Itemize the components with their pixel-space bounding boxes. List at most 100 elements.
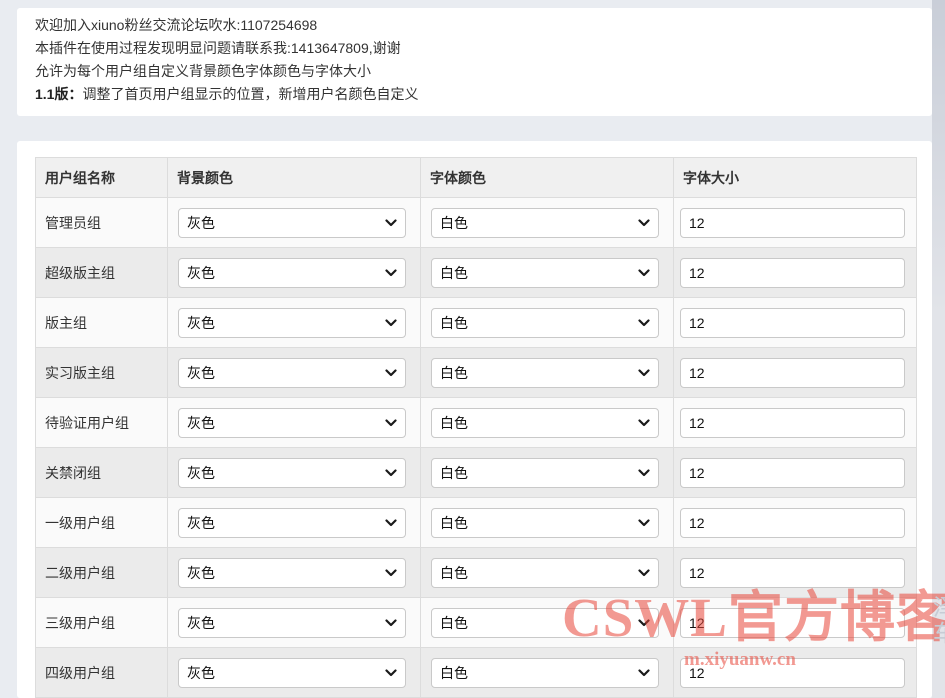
bg-color-select[interactable]: 灰色 (178, 557, 406, 588)
font-size-cell (673, 447, 917, 498)
table-row: 实习版主组 灰色 白色 (35, 347, 917, 398)
font-size-input[interactable] (680, 557, 905, 588)
font-color-cell: 白色 (420, 497, 674, 548)
bg-color-select-wrap: 灰色 (178, 557, 406, 588)
bg-color-select[interactable]: 灰色 (178, 457, 406, 488)
bg-color-select-wrap: 灰色 (178, 357, 406, 388)
font-color-select-wrap: 白色 (431, 457, 659, 488)
font-color-select[interactable]: 白色 (431, 457, 659, 488)
font-size-cell (673, 197, 917, 248)
group-name-cell: 版主组 (35, 297, 168, 348)
font-color-select[interactable]: 白色 (431, 307, 659, 338)
group-name-cell: 管理员组 (35, 197, 168, 248)
version-label: 1.1版： (35, 86, 83, 102)
font-color-cell: 白色 (420, 197, 674, 248)
col-header-bg-color: 背景颜色 (167, 157, 421, 198)
font-color-cell: 白色 (420, 347, 674, 398)
right-edge-band (932, 0, 945, 698)
bg-color-cell: 灰色 (167, 597, 421, 648)
version-text: 调整了首页用户组显示的位置，新增用户名颜色自定义 (82, 86, 419, 102)
font-color-select-wrap: 白色 (431, 307, 659, 338)
bg-color-select-wrap: 灰色 (178, 257, 406, 288)
group-name-cell: 三级用户组 (35, 597, 168, 648)
group-name-cell: 关禁闭组 (35, 447, 168, 498)
bg-color-cell: 灰色 (167, 647, 421, 698)
bg-color-select[interactable]: 灰色 (178, 507, 406, 538)
font-size-input[interactable] (680, 407, 905, 438)
edge-char-1: 泽 (933, 594, 945, 620)
font-size-input[interactable] (680, 307, 905, 338)
bg-color-select-wrap: 灰色 (178, 657, 406, 688)
font-color-select-wrap: 白色 (431, 207, 659, 238)
font-color-select[interactable]: 白色 (431, 657, 659, 688)
font-size-input[interactable] (680, 207, 905, 238)
usergroup-style-table: 用户组名称 背景颜色 字体颜色 字体大小 管理员组 灰色 白色 超级版主组 (35, 157, 917, 698)
font-size-input[interactable] (680, 507, 905, 538)
bg-color-select-wrap: 灰色 (178, 407, 406, 438)
bg-color-select[interactable]: 灰色 (178, 207, 406, 238)
col-header-font-size: 字体大小 (673, 157, 917, 198)
bg-color-cell: 灰色 (167, 247, 421, 298)
bg-color-select-wrap: 灰色 (178, 507, 406, 538)
font-color-cell: 白色 (420, 597, 674, 648)
font-color-cell: 白色 (420, 247, 674, 298)
bg-color-select[interactable]: 灰色 (178, 657, 406, 688)
font-color-select[interactable]: 白色 (431, 557, 659, 588)
font-size-cell (673, 497, 917, 548)
font-size-input[interactable] (680, 457, 905, 488)
table-row: 四级用户组 灰色 白色 (35, 647, 917, 698)
edge-char-2: 车 (933, 620, 945, 646)
group-name-cell: 四级用户组 (35, 647, 168, 698)
group-name-cell: 待验证用户组 (35, 397, 168, 448)
table-body: 管理员组 灰色 白色 超级版主组 灰色 白色 (35, 197, 917, 698)
table-row: 关禁闭组 灰色 白色 (35, 447, 917, 498)
font-size-input[interactable] (680, 357, 905, 388)
bg-color-cell: 灰色 (167, 497, 421, 548)
font-color-cell: 白色 (420, 397, 674, 448)
font-size-input[interactable] (680, 657, 905, 688)
bg-color-cell: 灰色 (167, 347, 421, 398)
table-row: 三级用户组 灰色 白色 (35, 597, 917, 648)
bg-color-select[interactable]: 灰色 (178, 607, 406, 638)
font-color-select-wrap: 白色 (431, 407, 659, 438)
font-color-select[interactable]: 白色 (431, 607, 659, 638)
font-color-select[interactable]: 白色 (431, 257, 659, 288)
font-size-cell (673, 297, 917, 348)
font-size-input[interactable] (680, 257, 905, 288)
font-color-select[interactable]: 白色 (431, 207, 659, 238)
font-size-cell (673, 397, 917, 448)
bg-color-select[interactable]: 灰色 (178, 307, 406, 338)
bg-color-select-wrap: 灰色 (178, 607, 406, 638)
bg-color-select[interactable]: 灰色 (178, 357, 406, 388)
notice-line-3: 允许为每个用户组自定义背景颜色字体颜色与字体大小 (35, 63, 371, 79)
col-header-font-color: 字体颜色 (420, 157, 674, 198)
bg-color-cell: 灰色 (167, 197, 421, 248)
col-header-group-name: 用户组名称 (35, 157, 168, 198)
font-size-cell (673, 247, 917, 298)
group-name-cell: 一级用户组 (35, 497, 168, 548)
font-color-select[interactable]: 白色 (431, 407, 659, 438)
notice-card: 欢迎加入xiuno粉丝交流论坛吹水:1107254698 本插件在使用过程发现明… (17, 8, 932, 116)
table-row: 一级用户组 灰色 白色 (35, 497, 917, 548)
font-color-cell: 白色 (420, 447, 674, 498)
font-color-select-wrap: 白色 (431, 607, 659, 638)
font-color-cell: 白色 (420, 647, 674, 698)
bg-color-cell: 灰色 (167, 547, 421, 598)
table-header-row: 用户组名称 背景颜色 字体颜色 字体大小 (35, 157, 917, 198)
notice-line-version: 1.1版：调整了首页用户组显示的位置，新增用户名颜色自定义 (35, 83, 914, 106)
font-color-select[interactable]: 白色 (431, 507, 659, 538)
font-color-select[interactable]: 白色 (431, 357, 659, 388)
table-row: 管理员组 灰色 白色 (35, 197, 917, 248)
font-size-input[interactable] (680, 607, 905, 638)
font-color-cell: 白色 (420, 547, 674, 598)
bg-color-cell: 灰色 (167, 297, 421, 348)
font-color-cell: 白色 (420, 297, 674, 348)
bg-color-select[interactable]: 灰色 (178, 407, 406, 438)
group-name-cell: 超级版主组 (35, 247, 168, 298)
bg-color-select[interactable]: 灰色 (178, 257, 406, 288)
table-row: 版主组 灰色 白色 (35, 297, 917, 348)
bg-color-select-wrap: 灰色 (178, 457, 406, 488)
font-color-select-wrap: 白色 (431, 557, 659, 588)
table-row: 二级用户组 灰色 白色 (35, 547, 917, 598)
font-size-cell (673, 547, 917, 598)
